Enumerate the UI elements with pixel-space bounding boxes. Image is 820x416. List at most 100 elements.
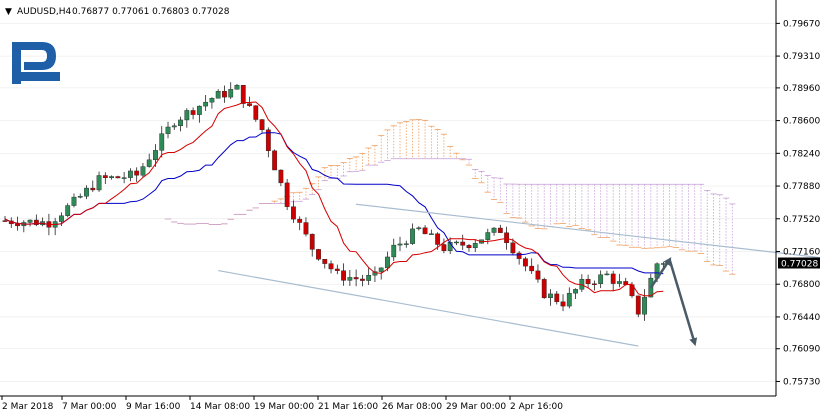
y-tick-label: 0.77160 <box>783 247 820 257</box>
candle-body <box>153 150 158 161</box>
candle-body <box>516 252 522 259</box>
candle-body <box>585 278 591 284</box>
candle-body <box>121 177 127 179</box>
candle-body <box>2 220 8 222</box>
candle-body <box>610 273 616 284</box>
candle-body <box>203 101 209 107</box>
last-price-label: 0.77028 <box>778 257 820 270</box>
forecast-arrow-up <box>649 257 672 289</box>
x-tick-label: 2 Mar 2018 <box>2 402 54 412</box>
candle-body <box>322 259 328 264</box>
candle-body <box>466 245 472 249</box>
candle-body <box>504 232 509 244</box>
candle-body <box>485 232 491 240</box>
candle-body <box>27 219 33 223</box>
candle-body <box>403 243 409 245</box>
candle-body <box>548 293 553 299</box>
x-tick-label: 9 Mar 16:00 <box>126 402 181 412</box>
candle-body <box>272 150 278 171</box>
candle-body <box>209 98 215 103</box>
ichimoku-cloud <box>164 119 736 275</box>
candle-body <box>184 110 190 121</box>
candle-body <box>140 166 146 176</box>
candle-body <box>297 218 303 223</box>
candle-body <box>316 249 321 260</box>
y-tick-label: 0.77520 <box>783 215 820 225</box>
candle-body <box>642 296 647 315</box>
candle-body <box>366 274 372 281</box>
candle-body <box>234 84 240 90</box>
trend-channel <box>218 203 820 347</box>
candle-body <box>291 206 296 220</box>
candle-body <box>497 227 503 233</box>
y-tick-label: 0.78600 <box>783 117 820 127</box>
candle-body <box>416 227 422 230</box>
kijun-sen-line <box>4 132 664 275</box>
candle-body <box>573 289 578 294</box>
candle-body <box>309 233 315 250</box>
y-tick-label: 0.78960 <box>783 84 820 94</box>
candle-body <box>554 293 560 302</box>
candle-body <box>598 274 604 284</box>
y-tick-label: 0.77880 <box>783 182 820 192</box>
candle-body <box>259 119 265 131</box>
candle-body <box>190 110 196 115</box>
candle-body <box>435 233 441 245</box>
channel-upper-line <box>356 203 820 259</box>
candle-body <box>134 170 140 176</box>
candle-body <box>171 125 177 128</box>
candle-body <box>604 273 610 276</box>
candle-body <box>228 89 234 98</box>
y-tick-label: 0.75730 <box>783 377 820 387</box>
candle-body <box>523 258 528 267</box>
candle-body <box>441 244 447 251</box>
candle-body <box>353 277 359 280</box>
ohlc-values: 0.76877 0.77061 0.76803 0.77028 <box>72 7 230 17</box>
x-tick-label: 14 Mar 08:00 <box>190 402 250 412</box>
candle-body <box>115 176 121 179</box>
symbol-label: AUDUSD,H4 <box>17 7 72 17</box>
candle-body <box>165 126 171 134</box>
candle-body <box>510 242 516 254</box>
candle-body <box>284 182 290 207</box>
candle-body <box>378 267 384 272</box>
candle-body <box>253 105 259 120</box>
candle-body <box>265 129 271 152</box>
candle-body <box>566 292 572 307</box>
candle-body <box>303 222 309 235</box>
candle-body <box>341 270 346 281</box>
candle-body <box>428 233 434 235</box>
candle-body <box>635 295 641 315</box>
x-tick-label: 21 Mar 16:00 <box>318 402 378 412</box>
tenkan-sen-line <box>4 101 664 297</box>
x-tick-label: 7 Mar 00:00 <box>62 402 117 412</box>
candle-body <box>391 244 397 258</box>
candle-body <box>247 103 252 106</box>
candle-body <box>15 223 20 227</box>
candle-body <box>422 227 428 235</box>
candle-body <box>215 91 221 99</box>
indicator-lines <box>4 101 664 297</box>
candle-body <box>347 277 353 281</box>
y-tick-label: 0.78240 <box>783 149 820 159</box>
grid-layer <box>0 23 776 382</box>
candle-body <box>334 268 340 271</box>
candle-body <box>159 133 165 151</box>
candle-body <box>359 278 365 281</box>
brand-r-logo-icon <box>12 42 60 84</box>
candle-body <box>196 105 202 115</box>
candle-body <box>660 263 666 265</box>
x-tick-label: 2 Apr 16:00 <box>510 402 563 412</box>
dropdown-triangle-icon[interactable]: ▼ <box>5 7 12 17</box>
candle-body <box>127 170 133 178</box>
candle-body <box>240 84 246 104</box>
candle-body <box>454 241 459 244</box>
x-tick-label: 19 Mar 00:00 <box>254 402 314 412</box>
candle-body <box>491 227 497 233</box>
candle-body <box>410 228 415 244</box>
y-tick-label: 0.76090 <box>783 345 820 355</box>
x-tick-label: 26 Mar 08:00 <box>382 402 442 412</box>
candle-body <box>222 91 227 98</box>
y-tick-label: 0.76440 <box>783 313 820 323</box>
